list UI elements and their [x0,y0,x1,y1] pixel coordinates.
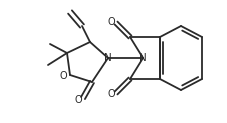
Text: O: O [107,17,114,27]
Text: N: N [104,53,111,63]
Text: O: O [107,89,114,99]
Text: O: O [74,95,81,105]
Text: N: N [138,53,146,63]
Text: O: O [59,71,67,81]
